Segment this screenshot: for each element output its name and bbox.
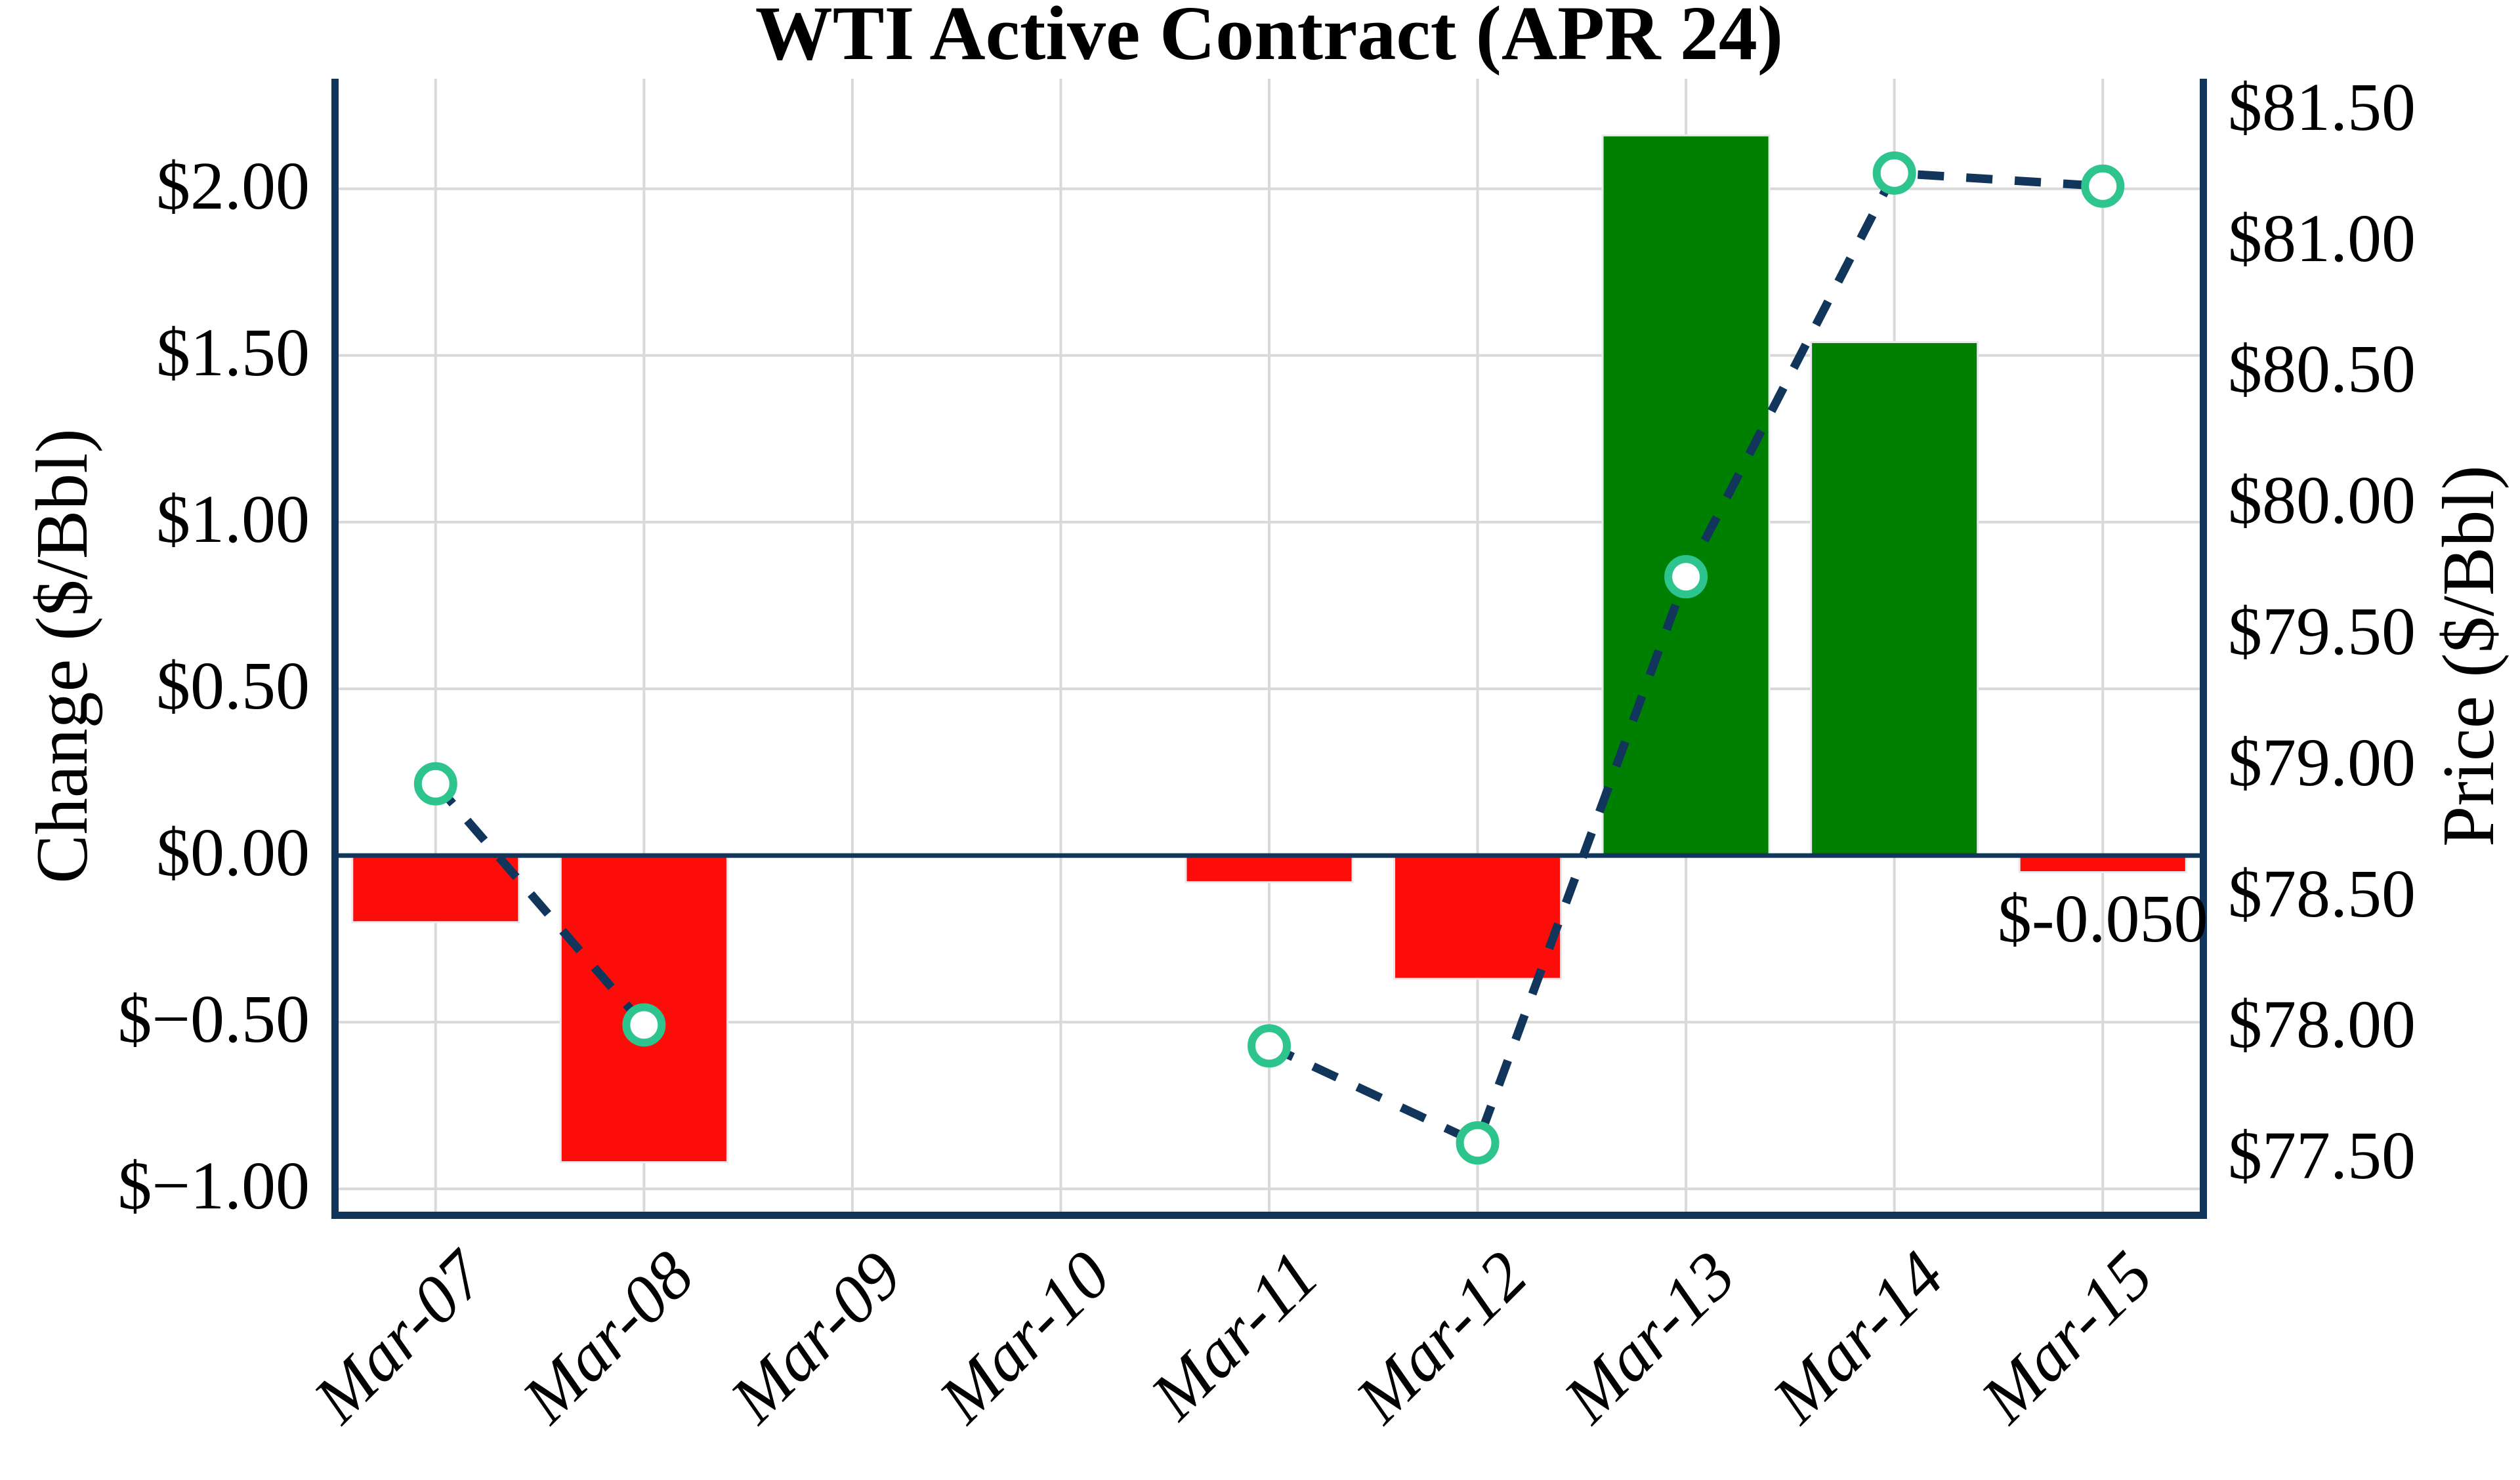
right-axis-title: Price ($/Bbl)	[2428, 465, 2510, 847]
bar-Mar-07	[351, 854, 520, 924]
left-axis-tick-label: $−0.50	[117, 981, 310, 1058]
x-axis-tick-label: Mar-07	[299, 1237, 499, 1437]
chart-title: WTI Active Contract (APR 24)	[755, 0, 1784, 76]
x-axis-tick-label: Mar-11	[1137, 1237, 1334, 1433]
right-axis-tick-label: $80.50	[2228, 331, 2416, 407]
x-axis-tick-label: Mar-14	[1758, 1237, 1958, 1437]
right-axis-tick-label: $81.00	[2228, 200, 2416, 276]
price-marker-Mar-07	[413, 762, 457, 806]
x-axis-tick-label: Mar-10	[925, 1237, 1125, 1437]
right-axis-tick-label: $79.50	[2228, 594, 2416, 670]
plot-area	[331, 79, 2207, 1219]
price-marker-Mar-08	[622, 1003, 666, 1047]
left-axis-tick-label: $1.50	[156, 314, 310, 390]
left-spine	[331, 79, 339, 1219]
right-axis-tick-label: $78.00	[2228, 987, 2416, 1063]
bar-Mar-15	[2018, 854, 2187, 873]
left-axis-tick-label: $0.50	[156, 648, 310, 724]
bar-value-annotation: $-0.050	[1997, 880, 2208, 956]
bar-Mar-11	[1185, 854, 1354, 884]
right-axis-tick-label: $79.00	[2228, 724, 2416, 800]
bar-Mar-12	[1393, 854, 1563, 980]
right-spine	[2200, 79, 2207, 1219]
x-axis-tick-label: Mar-09	[716, 1237, 916, 1437]
right-axis-tick-label: $80.00	[2228, 462, 2416, 539]
bar-Mar-14	[1810, 340, 1979, 857]
bottom-spine	[331, 1212, 2207, 1219]
right-axis-tick-label: $81.50	[2228, 69, 2416, 145]
price-marker-Mar-11	[1248, 1024, 1291, 1068]
left-axis-tick-label: $0.00	[156, 815, 310, 891]
x-axis-tick-label: Mar-08	[507, 1237, 708, 1437]
left-axis-tick-label: $−1.00	[117, 1148, 310, 1224]
x-axis-tick-label: Mar-15	[1966, 1237, 2167, 1437]
price-marker-Mar-15	[2081, 164, 2125, 208]
x-axis-tick-label: Mar-12	[1341, 1237, 1542, 1437]
x-axis-tick-label: Mar-13	[1549, 1237, 1750, 1437]
right-axis-tick-label: $77.50	[2228, 1118, 2416, 1194]
price-marker-Mar-14	[1872, 151, 1916, 195]
right-axis-tick-label: $78.50	[2228, 855, 2416, 932]
price-line-segment	[432, 781, 648, 1028]
price-marker-Mar-12	[1456, 1121, 1500, 1165]
left-axis-tick-label: $1.00	[156, 481, 310, 557]
left-axis-tick-label: $2.00	[156, 148, 310, 224]
price-marker-Mar-13	[1664, 555, 1708, 599]
